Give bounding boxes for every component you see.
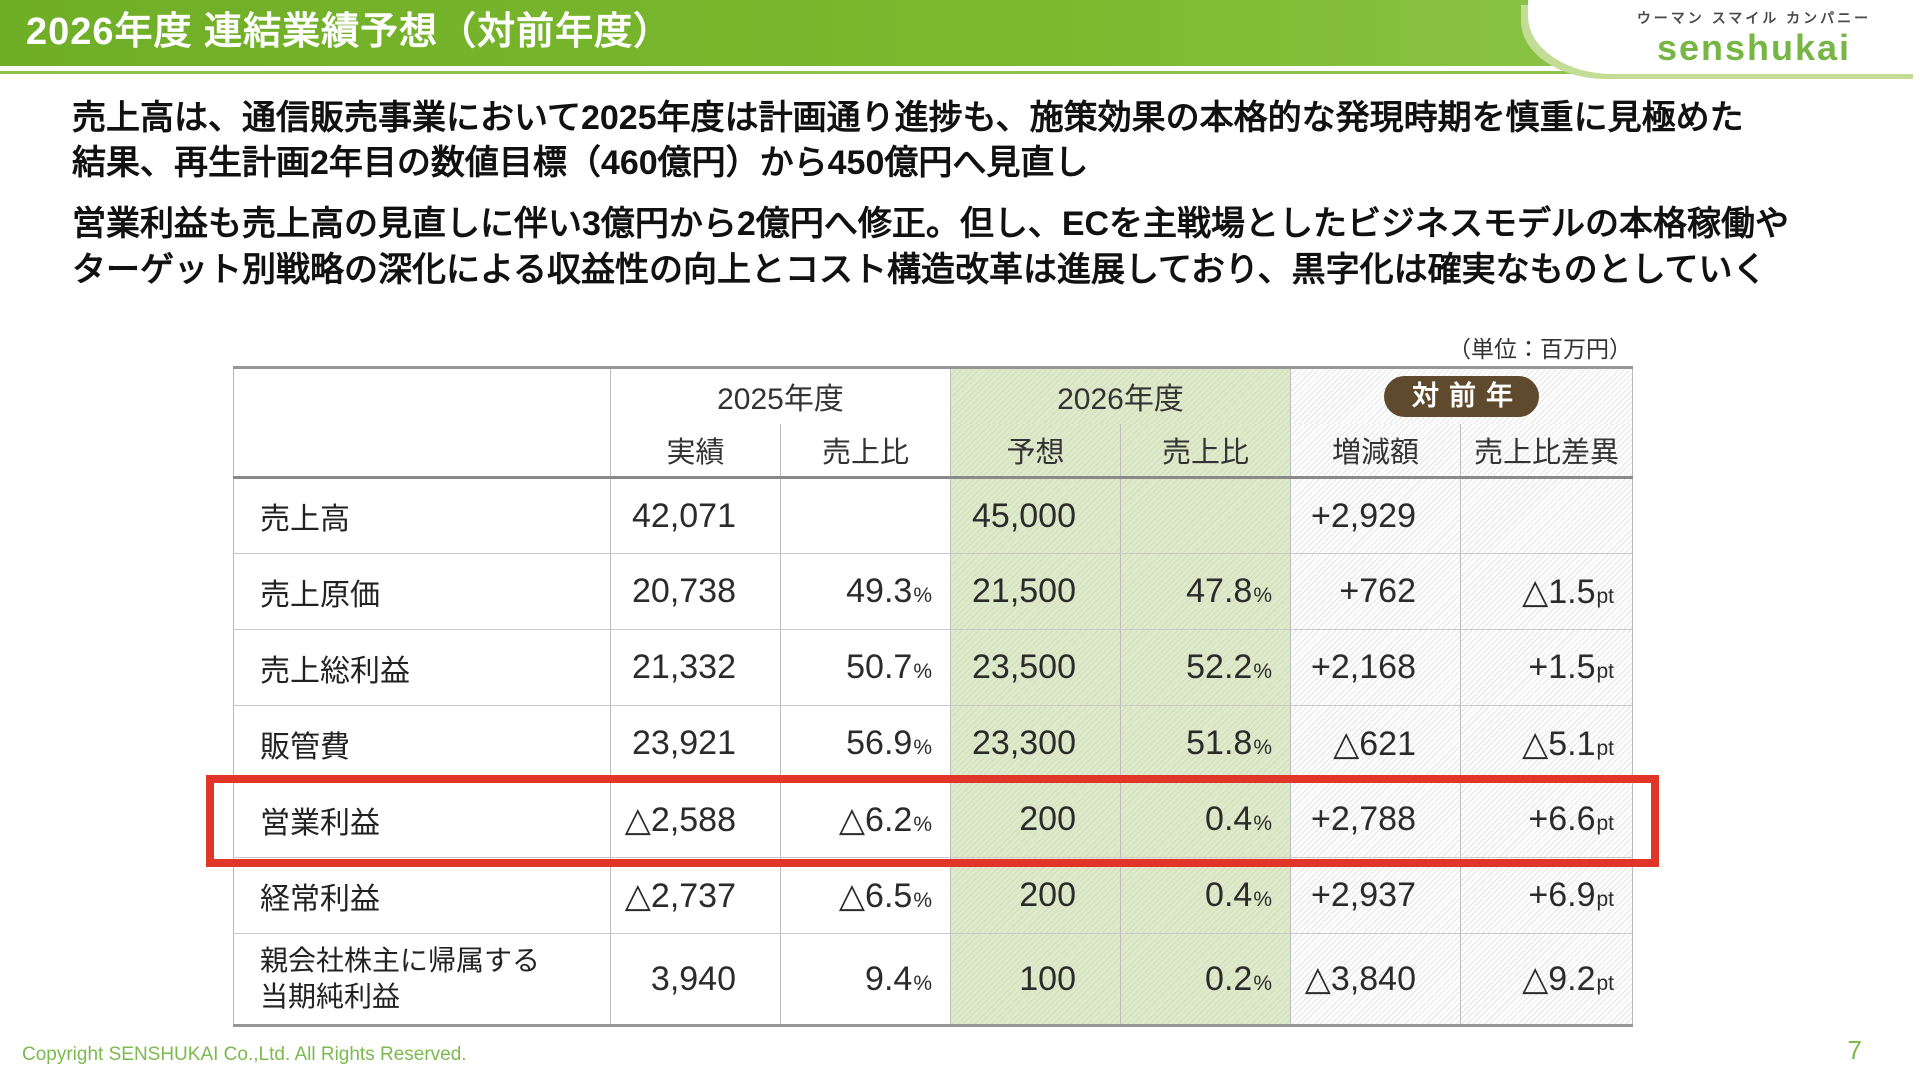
table-cell: 42,071 bbox=[610, 477, 781, 554]
table-row: 親会社株主に帰属する 当期純利益 3,940 9.4% 100 0.2% △3,840 △9.… bbox=[233, 933, 1633, 1026]
table-row-operating-profit: 営業利益 △2,588 △6.2% 200 0.4% +2,788 +6.6pt bbox=[233, 781, 1633, 858]
table-cell: 47.8% bbox=[1120, 553, 1291, 630]
table-cell: △2,588 bbox=[610, 781, 781, 858]
table-cell: △6.2% bbox=[780, 781, 951, 858]
table-cell: 23,300 bbox=[950, 705, 1121, 782]
subheader-ratio-diff: 売上比差異 bbox=[1460, 423, 1633, 479]
row-label: 経常利益 bbox=[233, 857, 611, 934]
table-cell: 0.4% bbox=[1120, 781, 1291, 858]
yoy-badge: 対前年 bbox=[1384, 375, 1539, 417]
column-group-fy2026: 2026年度 bbox=[950, 367, 1291, 424]
column-group-yoy: 対前年 bbox=[1290, 367, 1633, 424]
table-cell: 100 bbox=[950, 933, 1121, 1026]
corner-cell bbox=[233, 423, 611, 479]
subheader-sales-ratio-2026: 売上比 bbox=[1120, 423, 1291, 479]
table-cell: 45,000 bbox=[950, 477, 1121, 554]
table-cell bbox=[1120, 477, 1291, 554]
table-cell: 21,332 bbox=[610, 629, 781, 706]
table-cell: △2,737 bbox=[610, 857, 781, 934]
table-row: 売上原価 20,738 49.3% 21,500 47.8% +762 △1.5pt bbox=[233, 553, 1633, 630]
row-label: 親会社株主に帰属する 当期純利益 bbox=[233, 933, 611, 1026]
summary-line: 営業利益も売上高の見直しに伴い3億円から2億円へ修正。但し、ECを主戦場としたビ… bbox=[72, 205, 1790, 244]
summary-line: 売上高は、通信販売事業において2025年度は計画通り進捗も、施策効果の本格的な発… bbox=[72, 99, 1744, 137]
table-cell: △621 bbox=[1290, 705, 1461, 782]
corner-cell bbox=[233, 367, 611, 424]
table-row: 売上高 42,071 45,000 +2,929 bbox=[233, 477, 1633, 554]
table-row: 経常利益 △2,737 △6.5% 200 0.4% +2,937 +6.9pt bbox=[233, 857, 1633, 934]
table-subheader-row: 実績 売上比 予想 売上比 増減額 売上比差異 bbox=[233, 423, 1633, 479]
row-label: 販管費 bbox=[233, 705, 611, 782]
table-cell: +2,168 bbox=[1290, 629, 1461, 706]
table-cell: △1.5pt bbox=[1460, 553, 1633, 630]
table-cell: △6.5% bbox=[780, 857, 951, 934]
table-cell: +2,937 bbox=[1290, 857, 1461, 934]
table-cell: 20,738 bbox=[610, 553, 781, 630]
row-label: 売上高 bbox=[233, 477, 611, 554]
table-cell: +6.6pt bbox=[1460, 781, 1633, 858]
table-row: 販管費 23,921 56.9% 23,300 51.8% △621 △5.1pt bbox=[233, 705, 1633, 782]
table-cell: 21,500 bbox=[950, 553, 1121, 630]
table-cell bbox=[780, 477, 951, 554]
subheader-change-amount: 増減額 bbox=[1290, 423, 1461, 479]
column-group-fy2025: 2025年度 bbox=[610, 367, 951, 424]
subheader-sales-ratio-2025: 売上比 bbox=[780, 423, 951, 479]
table-cell: △3,840 bbox=[1290, 933, 1461, 1026]
table-cell: 23,921 bbox=[610, 705, 781, 782]
table-cell: 0.2% bbox=[1120, 933, 1291, 1026]
row-label: 売上総利益 bbox=[233, 629, 611, 706]
summary-line: 結果、再生計画2年目の数値目標（460億円）から450億円へ見直し bbox=[72, 144, 1089, 183]
table-cell: 50.7% bbox=[780, 629, 951, 706]
company-logo: ウーマン スマイル カンパニー senshukai bbox=[1528, 0, 1920, 74]
financial-forecast-table: 2025年度 2026年度 対前年 実績 売上比 予想 売上比 増減額 売上比差… bbox=[206, 366, 1659, 1027]
table-cell: +2,788 bbox=[1290, 781, 1461, 858]
page-title: 2026年度 連結業績予想（対前年度） bbox=[26, 11, 673, 53]
summary-paragraph-profit: 営業利益も売上高の見直しに伴い3億円から2億円へ修正。但し、ECを主戦場としたビ… bbox=[72, 202, 1862, 292]
header-underline bbox=[0, 71, 1920, 74]
logo-tagline: ウーマン スマイル カンパニー bbox=[1636, 10, 1872, 26]
table-cell bbox=[1460, 477, 1633, 554]
table-cell: 200 bbox=[950, 857, 1121, 934]
table-cell: +6.9pt bbox=[1460, 857, 1633, 934]
table-cell: 3,940 bbox=[610, 933, 781, 1026]
table-cell: +762 bbox=[1290, 553, 1461, 630]
copyright-text: Copyright SENSHUKAI Co.,Ltd. All Rights … bbox=[22, 1044, 467, 1065]
table-cell: 9.4% bbox=[780, 933, 951, 1026]
row-label: 売上原価 bbox=[233, 553, 611, 630]
summary-line: ターゲット別戦略の深化による収益性の向上とコスト構造改革は進展しており、黒字化は… bbox=[72, 250, 1767, 289]
table-cell: +1.5pt bbox=[1460, 629, 1633, 706]
table-cell: 0.4% bbox=[1120, 857, 1291, 934]
table-cell: 52.2% bbox=[1120, 629, 1291, 706]
table-cell: 200 bbox=[950, 781, 1121, 858]
subheader-actual: 実績 bbox=[610, 423, 781, 479]
logo-wordmark: senshukai bbox=[1656, 27, 1852, 68]
table-cell: +2,929 bbox=[1290, 477, 1461, 554]
table-cell: 49.3% bbox=[780, 553, 951, 630]
table-group-header-row: 2025年度 2026年度 対前年 bbox=[233, 367, 1633, 424]
table-row: 売上総利益 21,332 50.7% 23,500 52.2% +2,168 +1.5pt bbox=[233, 629, 1633, 706]
table-cell: 23,500 bbox=[950, 629, 1121, 706]
summary-paragraph-sales: 売上高は、通信販売事業において2025年度は計画通り進捗も、施策効果の本格的な発… bbox=[72, 96, 1862, 186]
subheader-forecast: 予想 bbox=[950, 423, 1121, 479]
unit-note: （単位：百万円） bbox=[1448, 336, 1632, 362]
table-cell: 56.9% bbox=[780, 705, 951, 782]
row-label: 営業利益 bbox=[233, 781, 611, 858]
table-cell: △5.1pt bbox=[1460, 705, 1633, 782]
table-body: 売上高 42,071 45,000 +2,929 売上原価 20,738 49.3% 21,5… bbox=[233, 477, 1633, 1026]
table-cell: △9.2pt bbox=[1460, 933, 1633, 1026]
summary-text: 売上高は、通信販売事業において2025年度は計画通り進捗も、施策効果の本格的な発… bbox=[72, 96, 1862, 309]
table-cell: 51.8% bbox=[1120, 705, 1291, 782]
page-number: 7 bbox=[1847, 1035, 1862, 1065]
